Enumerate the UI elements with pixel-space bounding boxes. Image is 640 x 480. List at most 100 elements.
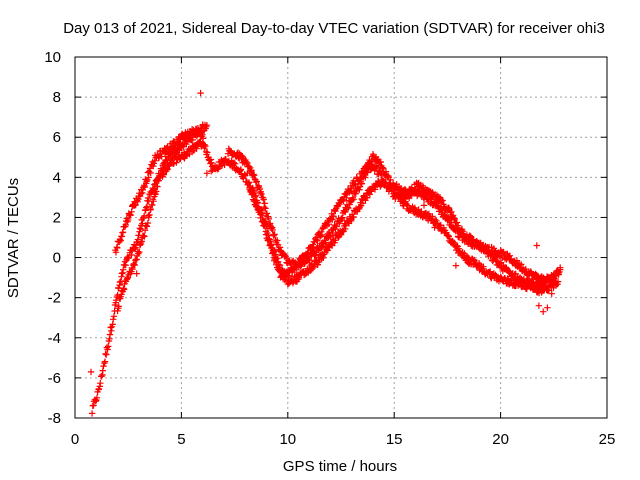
y-tick-label: 6 [53, 129, 61, 146]
data-point [177, 135, 184, 142]
data-point [99, 367, 106, 374]
data-point [253, 178, 260, 185]
y-tick-label: -2 [48, 290, 61, 307]
data-point [146, 211, 153, 219]
data-point [143, 204, 150, 211]
data-point [422, 209, 430, 217]
data-point [272, 255, 279, 263]
data-point [314, 237, 321, 245]
data-point [262, 205, 269, 212]
data-point [127, 212, 134, 219]
data-point [480, 265, 487, 273]
x-tick-label: 10 [279, 431, 296, 448]
data-point [101, 358, 109, 365]
data-point [439, 197, 446, 204]
data-point [258, 210, 265, 218]
data-point [145, 174, 152, 181]
data-point [357, 174, 365, 182]
data-point [144, 219, 152, 227]
data-point [420, 202, 428, 209]
data-point [256, 206, 263, 213]
data-point [379, 164, 386, 171]
data-point [552, 272, 560, 279]
data-point [149, 202, 156, 209]
data-point [261, 200, 268, 207]
data-point [93, 394, 101, 401]
data-point [257, 189, 264, 196]
data-point [364, 194, 371, 201]
data-point [471, 256, 478, 264]
data-point [504, 276, 512, 283]
data-point [356, 186, 363, 193]
data-point [246, 182, 254, 190]
data-point [540, 308, 547, 315]
data-point [455, 222, 462, 229]
data-point [350, 196, 357, 203]
data-point [203, 122, 211, 129]
data-point [529, 281, 536, 289]
y-tick-label: 0 [53, 250, 61, 267]
data-point [136, 225, 144, 232]
x-tick-label: 0 [71, 431, 79, 448]
data-point [170, 160, 177, 167]
data-point [260, 196, 267, 203]
data-point [88, 410, 96, 417]
data-point [269, 226, 276, 234]
data-point [330, 213, 337, 220]
x-tick-label: 5 [177, 431, 185, 448]
data-point [270, 232, 278, 239]
data-point [164, 165, 171, 173]
data-point [258, 190, 265, 198]
data-point [252, 179, 260, 186]
data-point [248, 186, 255, 193]
data-point [535, 302, 543, 309]
data-point [120, 266, 127, 273]
data-point [141, 183, 148, 191]
data-point [227, 162, 234, 169]
y-tick-label: 8 [53, 89, 61, 106]
data-point [387, 176, 394, 184]
data-point [271, 231, 278, 238]
data-point [110, 313, 118, 320]
data-point [320, 254, 327, 261]
data-point [98, 373, 105, 380]
data-point [545, 287, 553, 294]
y-tick-label: -8 [48, 410, 61, 427]
data-point [345, 204, 352, 212]
data-point [318, 228, 325, 235]
data-point [115, 303, 122, 310]
data-point [325, 221, 333, 228]
data-point [518, 261, 525, 268]
data-point [265, 236, 273, 243]
data-point [275, 267, 283, 274]
data-point [106, 331, 114, 338]
y-tick-label: 2 [53, 209, 61, 226]
data-point [544, 304, 551, 311]
data-point [372, 163, 380, 170]
data-point [116, 279, 124, 286]
data-point [277, 247, 284, 254]
data-point [139, 220, 146, 227]
data-point [339, 214, 346, 221]
data-point [249, 190, 256, 198]
data-point [124, 216, 132, 224]
data-point [431, 224, 438, 231]
data-point [452, 262, 460, 269]
data-point [254, 199, 261, 206]
data-point [268, 225, 275, 232]
data-point [345, 218, 352, 226]
chart-title: Day 013 of 2021, Sidereal Day-to-day VTE… [63, 20, 605, 37]
data-point [313, 236, 320, 244]
data-point [487, 251, 494, 259]
data-point [97, 380, 104, 387]
data-point [391, 182, 398, 189]
data-point [251, 172, 258, 179]
data-point [158, 153, 165, 160]
data-point [384, 172, 392, 179]
data-point [259, 218, 266, 225]
data-point [273, 259, 280, 267]
data-point [448, 208, 455, 216]
data-point [199, 140, 206, 147]
data-point [306, 257, 313, 264]
data-point [404, 202, 412, 209]
